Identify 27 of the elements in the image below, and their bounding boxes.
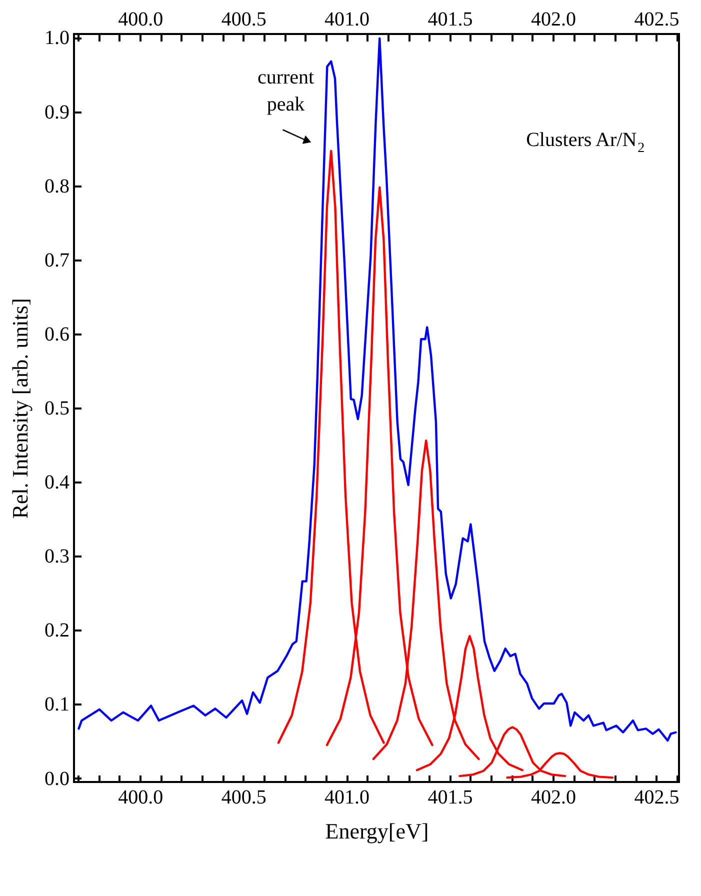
x-tick-label: 400.5: [221, 786, 266, 808]
x-axis-title: Energy[eV]: [325, 818, 429, 844]
y-tick-label: 0.5: [44, 398, 70, 420]
x-tick-label: 401.5: [428, 786, 473, 808]
y-tick-label: 0.1: [44, 694, 70, 716]
y-axis-title: Rel. Intensity [arb. units]: [8, 298, 32, 519]
x2-tick-label: 400.0: [118, 8, 164, 30]
x-tick-label: 402.0: [531, 786, 576, 808]
y-tick-label: 0.2: [44, 620, 70, 642]
line-series: [78, 37, 677, 742]
x2-tick-label: 402.0: [531, 8, 576, 30]
x2-tick-label: 401.0: [324, 8, 370, 30]
x2-tick-label: 400.5: [221, 8, 266, 30]
y-tick-label: 0.4: [44, 472, 70, 494]
y-tick-label: 0.9: [44, 101, 70, 124]
x-tick-label: 400.0: [118, 786, 164, 808]
y-tick-label: 0.3: [44, 546, 70, 568]
x2-tick-label: 402.5: [634, 8, 680, 30]
y-tick-label: 1.0: [44, 27, 70, 50]
y-tick-label: 0.6: [44, 323, 70, 346]
annotation: current peak: [257, 66, 315, 116]
x-tick-label: 402.5: [634, 786, 680, 808]
y-tick-label: 0.7: [44, 249, 70, 272]
y-tick-label: 0.0: [44, 768, 70, 790]
x2-tick-label: 401.5: [428, 8, 473, 30]
y-tick-label: 0.8: [44, 175, 70, 198]
x-tick-label: 401.0: [324, 786, 370, 808]
